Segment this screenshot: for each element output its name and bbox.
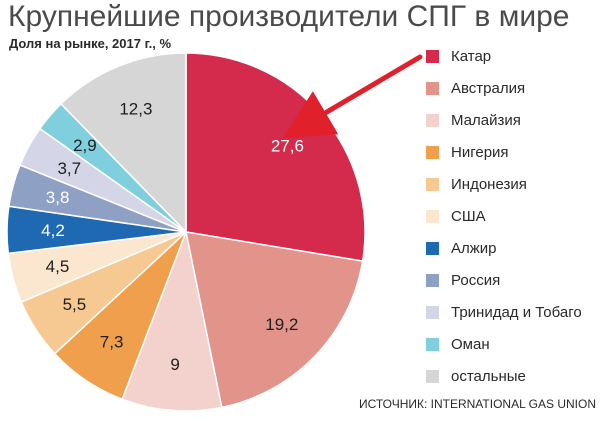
legend-label: США [451, 207, 486, 225]
legend-item: Нигерия [426, 136, 582, 168]
legend-item: Австралия [426, 72, 582, 104]
legend-swatch [426, 81, 439, 95]
pie-slice-label: 9 [170, 355, 179, 374]
legend-label: Нигерия [451, 143, 509, 161]
pie-slice-label: 5,5 [63, 295, 87, 314]
pie-slice-label: 4,5 [46, 257, 70, 276]
legend-item: Малайзия [426, 104, 582, 136]
chart-title: Крупнейшие производители СПГ в мире [8, 0, 570, 33]
legend-item: Оман [426, 328, 582, 360]
legend-item: Алжир [426, 232, 582, 264]
legend-swatch [426, 49, 439, 63]
legend-label: остальные [451, 367, 526, 385]
legend-label: Катар [451, 47, 492, 65]
legend-swatch [426, 305, 439, 319]
legend-swatch [426, 273, 439, 287]
legend-swatch [426, 145, 439, 159]
annotation-arrow [282, 54, 423, 139]
pie-slice-label: 19,2 [265, 315, 298, 334]
legend-swatch [426, 337, 439, 351]
legend-label: Индонезия [451, 175, 527, 193]
legend-swatch [426, 369, 439, 383]
pie-slice-label: 12,3 [119, 99, 152, 118]
legend-item: Россия [426, 264, 582, 296]
legend-label: Алжир [451, 239, 497, 257]
pie-slice [185, 231, 364, 409]
chart-subtitle: Доля на рынке, 2017 г., % [9, 36, 172, 51]
legend-label: Тринидад и Тобаго [451, 303, 582, 321]
pie-annotations [282, 54, 423, 139]
legend-swatch [426, 113, 439, 127]
legend-item: США [426, 200, 582, 232]
legend-label: Австралия [451, 79, 526, 97]
pie-slice [59, 52, 187, 234]
legend-swatch [426, 241, 439, 255]
pie-slice-label: 3,8 [46, 188, 70, 207]
pie-slice-label: 2,9 [73, 136, 97, 155]
legend-swatch [426, 209, 439, 223]
pie-slice-label: 27,6 [271, 136, 304, 155]
pie-slice-label: 3,7 [57, 159, 81, 178]
legend-swatch [426, 177, 439, 191]
pie-slices [6, 52, 366, 412]
pie-slice-label: 4,2 [41, 221, 65, 240]
pie-slice-label: 7,3 [100, 333, 124, 352]
legend-label: Россия [451, 271, 501, 289]
chart-source: ИСТОЧНИК: INTERNATIONAL GAS UNION [358, 397, 596, 411]
legend-label: Малайзия [451, 111, 521, 129]
chart-legend: Катар Австралия Малайзия Нигерия Индонезия СШ… [426, 40, 582, 392]
legend-label: Оман [451, 335, 490, 353]
pie-slice [185, 52, 366, 262]
legend-item: Индонезия [426, 168, 582, 200]
pie-slice [121, 229, 223, 412]
legend-item: Катар [426, 40, 582, 72]
legend-item: Тринидад и Тобаго [426, 296, 582, 328]
pie-slice-labels: 27,6 19,2 9 7,3 5,5 4,5 4,2 3,8 3,7 2,9 12,3 [41, 99, 304, 374]
legend-item: остальные [426, 360, 582, 392]
